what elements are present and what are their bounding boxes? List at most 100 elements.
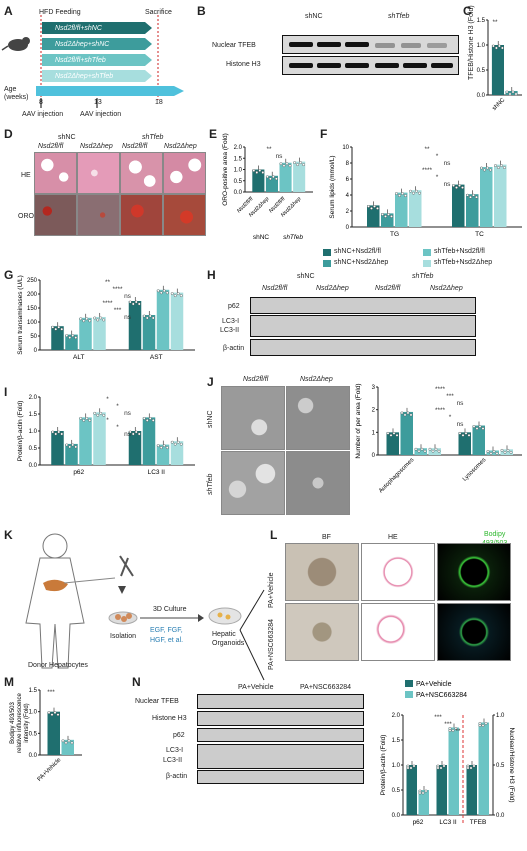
significance: ** [105, 279, 111, 286]
data-point [492, 44, 495, 48]
data-point [448, 729, 452, 732]
data-point [505, 90, 509, 94]
data-point [96, 413, 100, 417]
tem-img-3 [221, 451, 285, 515]
data-point [451, 729, 455, 732]
y-tick-label: 4 [346, 193, 350, 199]
legend-swatch [405, 691, 413, 698]
y-tick-label: 0.0 [477, 93, 486, 99]
bar [128, 301, 142, 350]
data-point [381, 213, 384, 216]
significance: **** [435, 407, 446, 414]
data-point [258, 169, 262, 172]
bar [51, 326, 64, 350]
data-point [173, 442, 177, 446]
legend-swatch [405, 680, 413, 687]
y-tick-label: 0.5 [392, 788, 401, 794]
group-3: Nsd2fl/fl+shTfeb [55, 57, 106, 64]
blot-n-lc3 [197, 744, 364, 769]
y-tick-label: 1.0 [29, 429, 38, 435]
data-point [466, 193, 469, 197]
y-tick-label: 3 [372, 385, 376, 391]
data-point [142, 417, 146, 420]
oro-img-4 [163, 194, 206, 236]
panel-i: 0.0 0.5 1.0 1.5 2.0 Protein/β-actin (Fold) p62… [0, 385, 200, 500]
bar [478, 722, 489, 815]
data-point [458, 184, 461, 187]
data-point [409, 413, 413, 417]
data-point [148, 417, 152, 420]
y-axis-label: Protein/β-actin (Fold) [17, 401, 24, 462]
data-point [165, 291, 169, 295]
y-tick-label: 1.0 [29, 710, 38, 716]
n-col-1: PA+Vehicle [238, 684, 274, 691]
bar [472, 425, 485, 455]
blot-h-p62 [250, 297, 476, 314]
group-label: shTfeb [283, 234, 303, 241]
d-sub-1: Nsd2fl/fl [38, 143, 64, 150]
y-tick-label: 0.5 [477, 68, 486, 74]
data-point [88, 419, 92, 422]
panel-f: 0 2 4 6 8 10 Serum lipids (mmol/L) TG TC ** * ns ***… [318, 127, 527, 247]
blot-n-actin [197, 770, 364, 784]
data-point [85, 417, 89, 420]
panel-label-m: M [4, 675, 14, 689]
panel-g: 0 50 100 150 200 250 Serum transaminases (U/L)… [0, 268, 200, 378]
k-factors: EGF, FGF, HGF, et al. [150, 627, 184, 644]
y-tick-label: 1.5 [29, 688, 38, 694]
bar [279, 162, 292, 192]
data-point [478, 425, 482, 428]
significance: *** [47, 689, 55, 696]
k-schematic [25, 533, 242, 669]
data-point [514, 92, 518, 96]
legend-label: PA+Vehicle [416, 681, 452, 688]
panel-label-i: I [4, 385, 8, 399]
y-tick-label: 200 [27, 292, 38, 298]
data-point [469, 766, 473, 770]
l-row-2: PA+NSC663284 [268, 618, 275, 670]
data-point [418, 191, 421, 195]
data-point [414, 447, 418, 451]
y-tick-label: 1.0 [234, 168, 243, 174]
panel-label-c: C [463, 4, 472, 18]
x-tick-label: AST [150, 354, 163, 361]
y-axis-label: intensity (Fold) [24, 703, 30, 742]
y-axis-label: Protein/β-actin (Fold) [380, 735, 387, 796]
legend-swatch-2 [323, 260, 331, 267]
d-row-oro: ORO [18, 213, 34, 220]
oro-img-1 [34, 194, 77, 236]
data-point [162, 289, 166, 293]
k-donor: Donor Hepatocytes [28, 662, 88, 669]
blot-h-lc3 [250, 315, 476, 337]
blot-n-p62 [197, 728, 364, 742]
significance: ** [266, 146, 272, 153]
data-point [434, 447, 438, 451]
blot-h-actin [250, 339, 476, 356]
y-tick-label: 0.5 [29, 446, 38, 452]
data-point [151, 316, 155, 320]
data-point [65, 443, 69, 447]
x-tick-label: shNC [492, 97, 507, 112]
tem-img-1 [221, 386, 285, 450]
sacrifice-label: Sacrifice [145, 9, 172, 16]
data-point [367, 205, 370, 208]
data-point [293, 161, 297, 165]
bar [466, 765, 477, 815]
panel-e: 0.0 0.5 1.0 1.5 2.0 ORO-positive area (Fold) *… [205, 127, 317, 247]
significance: **** [435, 386, 446, 393]
x-tick-label: Autophagosomes [378, 457, 415, 494]
bar [466, 194, 479, 227]
data-point [60, 327, 64, 331]
data-point [88, 319, 92, 323]
l-col-bf: BF [322, 534, 331, 541]
data-point [497, 166, 500, 169]
significance: * [116, 424, 119, 431]
h-row-p62: p62 [228, 303, 240, 310]
data-point [480, 166, 483, 170]
significance: ns [457, 421, 465, 428]
data-point [142, 314, 146, 318]
data-point [82, 419, 86, 422]
bar [367, 205, 380, 227]
y-tick-label: 1.0 [392, 763, 401, 769]
data-point [128, 300, 132, 304]
